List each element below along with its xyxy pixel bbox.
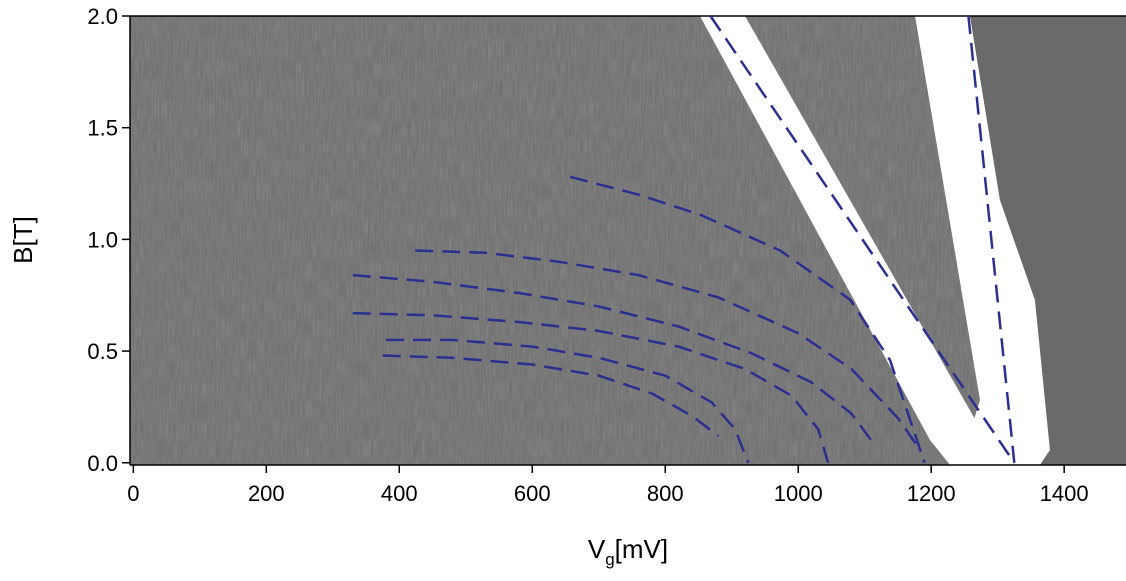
y-tick-label: 1.0 (87, 227, 118, 252)
y-tick-label: 0.0 (87, 451, 118, 476)
fit-curve (569, 175, 926, 464)
y-tick-label: 2.0 (87, 4, 118, 29)
x-tick-label: 1200 (907, 481, 956, 506)
x-tick-label: 0 (127, 481, 139, 506)
y-axis-label: B[T] (8, 216, 38, 264)
x-tick-label: 200 (248, 481, 285, 506)
x-axis-label: Vg[mV] (588, 534, 668, 569)
x-tick-label: 1400 (1040, 481, 1089, 506)
fit-curve (967, 15, 1016, 463)
fit-curve (352, 311, 830, 464)
map-background (130, 16, 1126, 465)
x-tick-label: 600 (514, 481, 551, 506)
y-tick-label: 1.5 (87, 116, 118, 141)
fit-curve (385, 338, 750, 464)
fit-curve (352, 273, 873, 442)
fit-curve (382, 354, 720, 437)
x-tick-label: 400 (381, 481, 418, 506)
x-tick-label: 800 (647, 481, 684, 506)
fit-curve (709, 15, 1016, 464)
y-tick-label: 0.5 (87, 339, 118, 364)
x-tick-label: 1000 (774, 481, 823, 506)
fit-curve (415, 249, 923, 453)
